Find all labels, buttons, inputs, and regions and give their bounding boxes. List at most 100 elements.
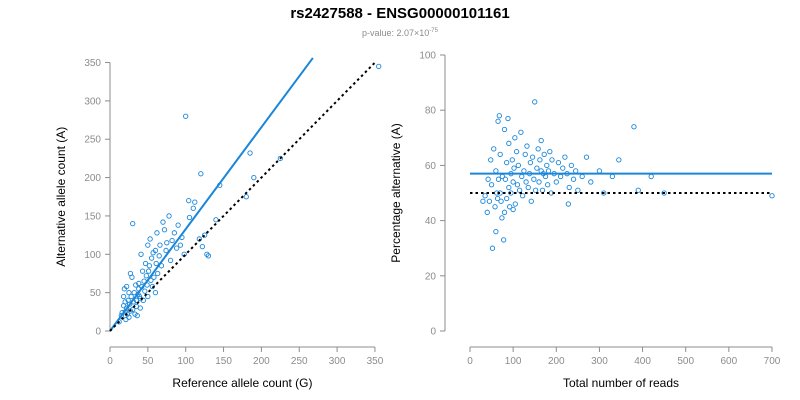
scatter-point <box>504 159 510 166</box>
x-tick-label: 600 <box>721 356 738 367</box>
scatter-point <box>123 316 129 323</box>
scatter-point <box>143 273 149 279</box>
x-tick-label: 100 <box>505 356 522 367</box>
pvalue-text: p-value: 2.07×10 <box>362 28 430 38</box>
scatter-point <box>134 313 140 319</box>
y-tick-label: 200 <box>84 173 101 184</box>
scatter-point <box>152 247 159 254</box>
scatter-point <box>484 209 490 215</box>
x-tick-label: 400 <box>634 356 651 367</box>
scatter-point <box>532 187 539 193</box>
scatter-point <box>510 206 516 213</box>
scatter-point <box>177 242 184 248</box>
reference-line <box>109 60 378 332</box>
scatter-point <box>568 162 575 169</box>
scatter-point <box>127 301 133 307</box>
scatter-point <box>596 168 603 174</box>
scatter-point <box>489 245 496 251</box>
scatter-point <box>140 297 146 303</box>
scatter-point <box>505 115 511 122</box>
scatter-point <box>183 113 189 119</box>
scatter-point <box>186 197 192 204</box>
scatter-point <box>555 159 562 166</box>
scatter-point <box>532 99 538 105</box>
scatter-point <box>166 213 172 219</box>
scatter-point <box>161 227 168 233</box>
scatter-point <box>560 165 566 171</box>
scatter-point <box>497 151 503 158</box>
scatter-point <box>145 268 152 274</box>
scatter-point <box>496 113 502 119</box>
scatter-point <box>118 313 125 319</box>
scatter-point <box>609 173 616 180</box>
scatter-point <box>154 230 160 236</box>
x-tick-label: 300 <box>329 356 346 367</box>
x-tick-label: 300 <box>591 356 608 367</box>
scatter-point <box>146 263 153 269</box>
scatter-point <box>128 293 134 300</box>
scatter-point <box>544 162 550 169</box>
x-axis-title: Reference allele count (G) <box>172 376 312 390</box>
x-tick-label: 200 <box>548 356 565 367</box>
scatter-point <box>541 151 547 158</box>
scatter-point <box>583 154 590 160</box>
scatter-point <box>147 236 153 242</box>
scatter-point <box>566 184 572 191</box>
scatter-point <box>529 154 536 160</box>
scatter-point <box>534 165 540 171</box>
x-tick-label: 250 <box>291 356 308 367</box>
scatter-point <box>512 201 518 207</box>
scatter-point <box>545 182 551 188</box>
x-tick-label: 50 <box>142 356 154 367</box>
scatter-panel-percentage: 0 100 200 300 400 500 600 700 0 20 40 60 80 100 Total … <box>389 51 781 391</box>
scatter-point <box>137 305 143 311</box>
scatter-point <box>545 168 552 174</box>
scatter-point <box>549 157 555 163</box>
scatter-point <box>570 176 577 182</box>
scatter-point <box>136 280 142 287</box>
scatter-point <box>205 253 212 259</box>
scatter-point <box>243 194 249 200</box>
scatter-point <box>495 118 501 124</box>
scatter-point <box>142 288 148 294</box>
scatter-point <box>151 274 157 280</box>
scatter-point <box>145 293 151 300</box>
scatter-point <box>480 198 486 204</box>
scatter-point <box>204 251 210 257</box>
y-axis-title: Alternative allele count (A) <box>54 127 68 267</box>
y-tick-label: 60 <box>425 161 437 172</box>
chart-subtitle: p-value: 2.07×10-75 <box>0 25 800 39</box>
scatter-point <box>535 146 541 152</box>
scatter-point <box>521 168 527 174</box>
scatter-point <box>494 195 501 202</box>
scatter-point <box>199 243 206 250</box>
scatter-point <box>148 255 155 261</box>
fit-line <box>109 57 314 332</box>
scatter-point <box>213 217 219 223</box>
scatter-point <box>565 201 572 207</box>
scatter-panel-counts: 0 50 100 150 200 250 300 350 0 50 100 150 200 250 300 3… <box>54 57 384 390</box>
scatter-point <box>547 148 553 155</box>
scatter-point <box>190 205 196 211</box>
scatter-point <box>152 289 159 296</box>
scatter-point <box>562 154 568 160</box>
scatter-point <box>493 168 499 174</box>
scatter-point <box>525 184 531 191</box>
scatter-point <box>198 171 204 177</box>
scatter-point <box>129 274 135 280</box>
scatter-point <box>171 230 177 236</box>
scatter-point <box>163 247 169 254</box>
scatter-point <box>201 232 208 238</box>
scatter-point <box>153 260 159 267</box>
scatter-point <box>502 176 509 182</box>
scatter-point <box>192 199 198 205</box>
scatter-point <box>553 179 559 185</box>
scatter-point <box>648 173 654 180</box>
scatter-point <box>488 157 494 163</box>
scatter-point <box>506 140 512 146</box>
scatter-point <box>518 129 524 135</box>
scatter-point <box>516 187 523 193</box>
y-tick-label: 20 <box>425 271 437 282</box>
scatter-point <box>504 195 510 202</box>
scatter-point <box>186 214 193 221</box>
